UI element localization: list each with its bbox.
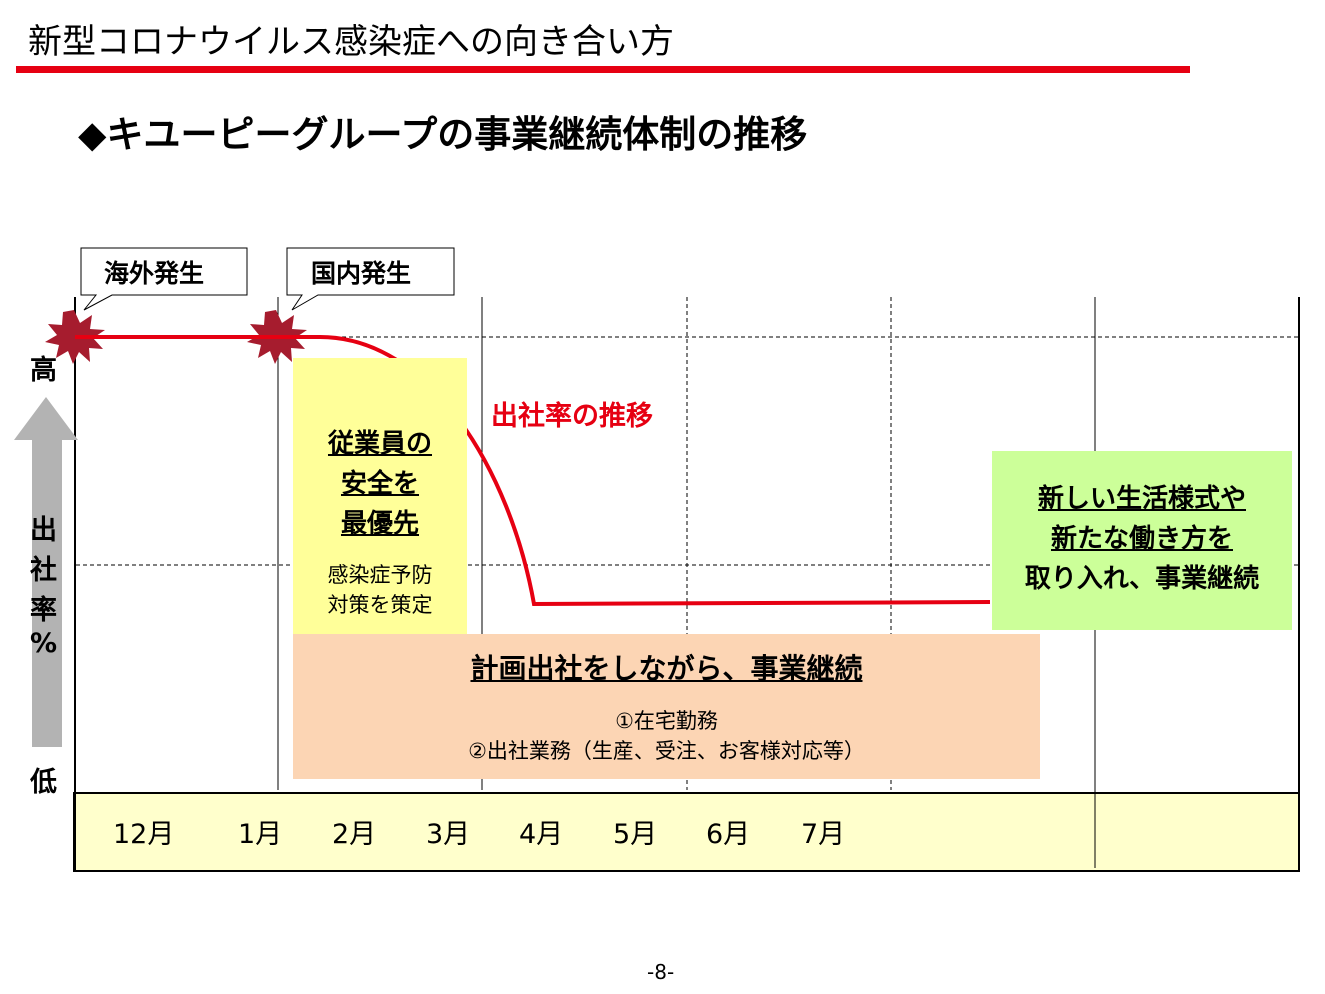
page-number: -8- [647, 960, 675, 984]
page-title: 新型コロナウイルス感染症への向き合い方 [28, 22, 674, 62]
title-rule [16, 66, 1190, 73]
trend-label: 出社率の推移 [491, 401, 653, 432]
event-label-domestic: 国内発生 [311, 259, 412, 288]
safety-head-line: 従業員の [327, 429, 432, 459]
safety-head-line: 安全を [340, 469, 419, 499]
plan-sub-line: ①在宅勤務 [615, 709, 718, 733]
safety-sub-line: 対策を策定 [327, 593, 433, 617]
new-style-line: 新たな働き方を [1050, 524, 1233, 554]
event-label-overseas: 海外発生 [104, 259, 205, 288]
safety-first-box: 従業員の 安全を 最優先 感染症予防 対策を策定 [293, 358, 467, 634]
safety-head-line: 最優先 [340, 509, 419, 539]
new-lifestyle-box: 新しい生活様式や 新たな働き方を 取り入れ、事業継続 [992, 451, 1292, 630]
month-label: 7月 [801, 819, 846, 850]
section-subtitle: ◆キユーピーグループの事業継続体制の推移 [78, 113, 808, 156]
callout-bubble-domestic [286, 247, 455, 311]
y-axis-low-label: 低 [30, 767, 57, 798]
planned-attendance-box: 計画出社をしながら、事業継続 ①在宅勤務 ②出社業務（生産、受注、お客様対応等） [293, 634, 1040, 779]
month-label: 1月 [238, 819, 283, 850]
y-axis-label-char: % [30, 628, 58, 659]
attendance-trend-line [75, 335, 991, 607]
plan-head: 計画出社をしながら、事業継続 [470, 652, 863, 685]
month-label: 12月 [113, 819, 175, 850]
y-axis-label-char: 率 [30, 595, 57, 626]
month-label: 6月 [706, 819, 751, 850]
plan-sub-text: ①在宅勤務 ②出社業務（生産、受注、お客様対応等） [293, 706, 1040, 766]
y-axis-label-char: 出 [30, 515, 57, 546]
callout-bubble-overseas [80, 247, 248, 311]
month-label: 5月 [613, 819, 658, 850]
plan-sub-line: ②出社業務（生産、受注、お客様対応等） [468, 739, 865, 763]
safety-sub-text: 感染症予防 対策を策定 [293, 560, 467, 620]
new-style-line: 取り入れ、事業継続 [1024, 564, 1260, 594]
safety-sub-line: 感染症予防 [327, 563, 433, 587]
month-label: 2月 [332, 819, 377, 850]
y-axis-label-char: 社 [30, 555, 57, 586]
y-axis-high-label: 高 [30, 355, 57, 386]
y-axis-arrow [14, 397, 78, 747]
new-style-line: 新しい生活様式や [1037, 484, 1246, 514]
month-label: 3月 [426, 819, 471, 850]
month-label: 4月 [519, 819, 564, 850]
